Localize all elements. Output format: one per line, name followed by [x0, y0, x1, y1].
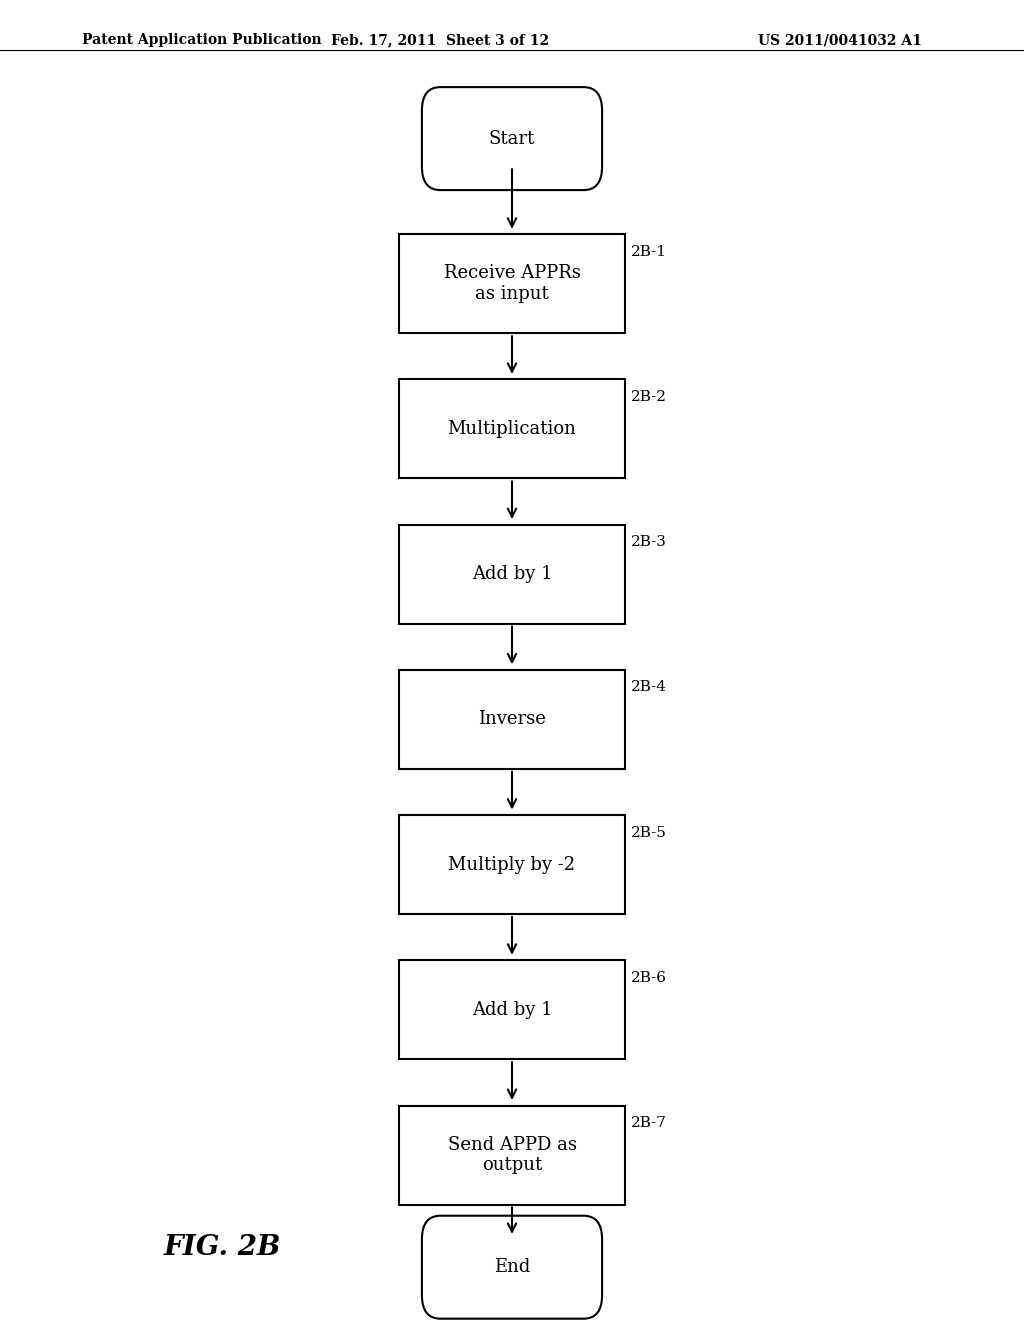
Text: 2B-3: 2B-3 [631, 536, 667, 549]
Text: Multiplication: Multiplication [447, 420, 577, 438]
Text: Inverse: Inverse [478, 710, 546, 729]
Bar [399, 380, 625, 478]
Bar [399, 1106, 625, 1204]
Text: 2B-1: 2B-1 [631, 244, 667, 259]
Text: Receive APPRs
as input: Receive APPRs as input [443, 264, 581, 304]
FancyBboxPatch shape [422, 87, 602, 190]
Text: US 2011/0041032 A1: US 2011/0041032 A1 [758, 33, 922, 48]
Text: Send APPD as
output: Send APPD as output [447, 1135, 577, 1175]
Bar [399, 525, 625, 624]
Bar [399, 235, 625, 333]
Text: Add by 1: Add by 1 [472, 565, 552, 583]
Text: Start: Start [488, 129, 536, 148]
Text: 2B-6: 2B-6 [631, 972, 667, 985]
Text: FIG. 2B: FIG. 2B [164, 1234, 282, 1261]
Text: 2B-4: 2B-4 [631, 681, 667, 694]
Bar [399, 671, 625, 768]
Text: Multiply by -2: Multiply by -2 [449, 855, 575, 874]
Text: Feb. 17, 2011  Sheet 3 of 12: Feb. 17, 2011 Sheet 3 of 12 [331, 33, 550, 48]
Text: Patent Application Publication: Patent Application Publication [82, 33, 322, 48]
Text: 2B-2: 2B-2 [631, 391, 667, 404]
Text: End: End [494, 1258, 530, 1276]
Bar [399, 961, 625, 1059]
Text: 2B-5: 2B-5 [631, 826, 667, 840]
FancyBboxPatch shape [422, 1216, 602, 1319]
Text: Add by 1: Add by 1 [472, 1001, 552, 1019]
Bar [399, 814, 625, 913]
Text: 2B-7: 2B-7 [631, 1117, 667, 1130]
